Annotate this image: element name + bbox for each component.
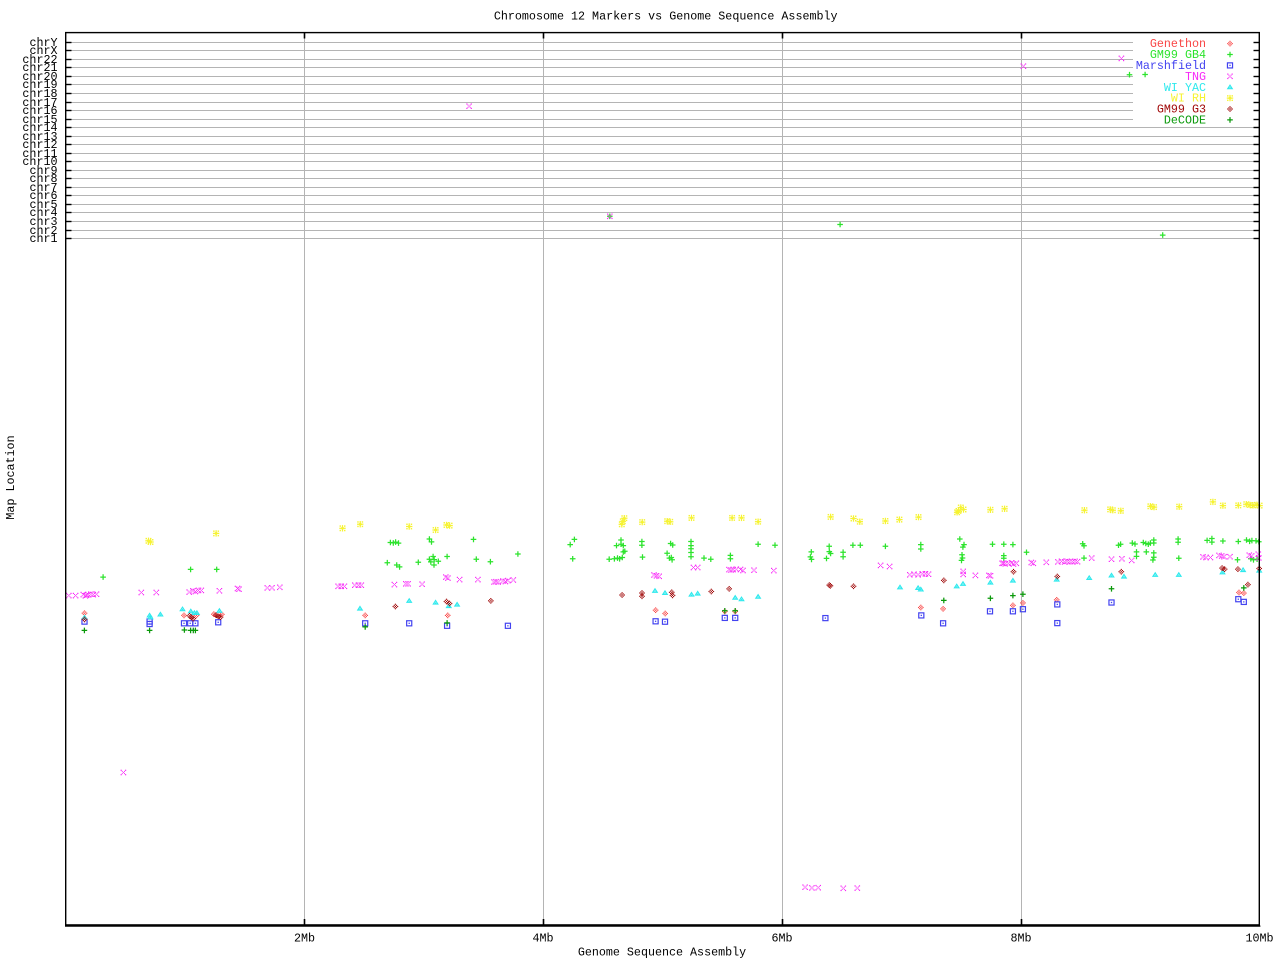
svg-text:WI YAC: WI YAC — [1164, 81, 1206, 95]
svg-text:chr1: chr1 — [29, 232, 57, 246]
svg-text:DeCODE: DeCODE — [1164, 114, 1206, 128]
svg-text:Map Location: Map Location — [4, 435, 18, 519]
svg-text:chrX: chrX — [29, 44, 57, 58]
svg-text:chr14: chr14 — [22, 121, 57, 135]
svg-text:chr7: chr7 — [29, 181, 57, 195]
svg-text:2Mb: 2Mb — [294, 932, 315, 946]
svg-text:GM99 G3: GM99 G3 — [1157, 103, 1206, 117]
svg-text:chr19: chr19 — [22, 78, 57, 92]
svg-text:chr10: chr10 — [22, 155, 57, 169]
svg-text:Marshfield: Marshfield — [1136, 59, 1206, 73]
svg-text:6Mb: 6Mb — [771, 932, 792, 946]
svg-text:chr5: chr5 — [29, 198, 57, 212]
svg-text:chr16: chr16 — [22, 104, 57, 118]
svg-text:chr11: chr11 — [22, 147, 57, 161]
svg-text:chr20: chr20 — [22, 70, 57, 84]
svg-text:chr3: chr3 — [29, 215, 57, 229]
svg-text:chr21: chr21 — [22, 61, 57, 75]
svg-text:chr4: chr4 — [29, 206, 57, 220]
svg-text:chr17: chr17 — [22, 96, 57, 110]
svg-text:WI RH: WI RH — [1171, 92, 1206, 106]
svg-text:chr6: chr6 — [29, 189, 57, 203]
svg-text:chr2: chr2 — [29, 224, 57, 238]
svg-text:4Mb: 4Mb — [532, 932, 553, 946]
svg-text:chr13: chr13 — [22, 130, 57, 144]
svg-text:chr22: chr22 — [22, 53, 57, 67]
svg-text:chr8: chr8 — [29, 172, 57, 186]
svg-text:Genethon: Genethon — [1150, 37, 1206, 51]
svg-text:chr9: chr9 — [29, 164, 57, 178]
svg-text:10Mb: 10Mb — [1245, 932, 1273, 946]
svg-text:TNG: TNG — [1185, 70, 1206, 84]
svg-text:8Mb: 8Mb — [1010, 932, 1031, 946]
svg-text:chr18: chr18 — [22, 87, 57, 101]
svg-text:Chromosome 12 Markers vs Genom: Chromosome 12 Markers vs Genome Sequence… — [494, 10, 838, 24]
svg-text:Genome Sequence Assembly: Genome Sequence Assembly — [578, 946, 746, 960]
svg-text:chr15: chr15 — [22, 113, 57, 127]
svg-text:chrY: chrY — [29, 36, 57, 50]
svg-text:chr12: chr12 — [22, 138, 57, 152]
svg-text:GM99 GB4: GM99 GB4 — [1150, 48, 1206, 62]
